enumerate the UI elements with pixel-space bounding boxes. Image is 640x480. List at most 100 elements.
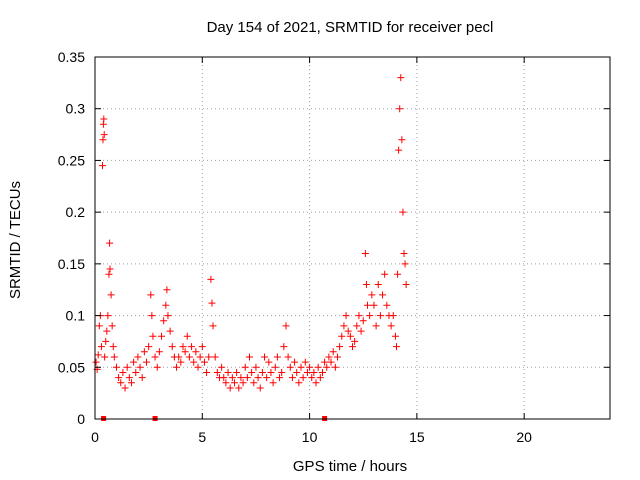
data-point: [203, 368, 211, 376]
plot-frame: [94, 56, 611, 420]
data-point: [246, 353, 253, 361]
data-point: [301, 358, 309, 366]
data-point: [94, 351, 102, 359]
data-point: [237, 374, 245, 382]
data-point: [333, 353, 341, 361]
data-point: [103, 327, 111, 335]
data-point: [282, 322, 290, 330]
x-tick-label: 5: [198, 429, 206, 445]
axis-tick-labels: 0 5 10 15 20 0 0.05 0.1 0.15 0.2 0.25 0.3 0.35: [58, 49, 532, 445]
data-point: [158, 332, 166, 340]
data-point: [261, 353, 269, 361]
data-point: [351, 337, 359, 345]
data-point: [213, 368, 221, 376]
data-point: [101, 353, 109, 361]
data-point: [145, 343, 153, 351]
data-point: [175, 353, 183, 361]
data-point: [250, 379, 258, 387]
data-point: [149, 332, 157, 340]
data-point: [366, 312, 374, 320]
y-tick-label: 0.25: [58, 152, 85, 168]
y-tick-label: 0.3: [66, 101, 86, 117]
data-point: [123, 363, 131, 371]
data-point: [153, 363, 161, 371]
data-point: [346, 332, 354, 340]
chart-title: Day 154 of 2021, SRMTID for receiver pec…: [207, 19, 494, 36]
data-point: [396, 105, 404, 113]
data-point: [205, 353, 213, 361]
data-point: [166, 327, 174, 335]
data-point: [312, 379, 320, 387]
data-point: [107, 291, 115, 299]
data-point: [308, 374, 316, 382]
data-point: [379, 291, 387, 299]
data-point: [208, 299, 216, 307]
data-point: [188, 343, 196, 351]
y-tick-label: 0.1: [66, 308, 86, 324]
data-point: [325, 353, 333, 361]
y-tick-label: 0.35: [58, 49, 85, 65]
data-point: [192, 348, 200, 356]
data-point: [349, 343, 356, 351]
data-point: [316, 374, 324, 382]
grid: [95, 57, 610, 419]
data-point: [340, 322, 348, 330]
data-point: [239, 379, 247, 387]
data-point: [295, 379, 303, 387]
data-point: [164, 312, 172, 320]
data-point: [372, 322, 380, 330]
data-point: [179, 343, 187, 351]
data-point: [258, 368, 266, 376]
data-point: [286, 363, 294, 371]
data-point: [92, 358, 100, 366]
data-point: [284, 353, 292, 361]
data-point: [331, 363, 339, 371]
data-point: [269, 379, 277, 387]
data-point: [220, 374, 228, 382]
data-point: [248, 368, 256, 376]
data-point: [288, 374, 296, 382]
data-point: [391, 332, 399, 340]
data-point: [318, 368, 326, 376]
data-point: [200, 358, 208, 366]
data-point: [395, 146, 403, 154]
data-point: [190, 358, 198, 366]
axis-ticks: [94, 56, 610, 420]
data-point: [362, 281, 370, 289]
data-point: [125, 374, 133, 382]
data-point: [263, 374, 271, 382]
data-point: [400, 250, 408, 258]
data-point: [310, 368, 318, 376]
data-point: [374, 281, 382, 289]
data-point: [361, 250, 369, 258]
data-point: [265, 358, 273, 366]
data-point: [160, 317, 168, 325]
data-point: [252, 363, 260, 371]
data-point: [109, 343, 117, 351]
y-tick-label: 0.15: [58, 256, 85, 272]
data-point: [99, 136, 107, 144]
data-point: [306, 363, 314, 371]
data-point: [323, 363, 331, 371]
data-point: [99, 162, 107, 170]
data-point: [222, 379, 230, 387]
data-point: [256, 384, 264, 392]
data-point: [394, 270, 402, 278]
data-point: [112, 363, 120, 371]
data-point: [230, 379, 238, 387]
data-point: [121, 384, 129, 392]
x-tick-label: 15: [409, 429, 425, 445]
data-point: [211, 353, 219, 361]
data-point: [209, 322, 217, 330]
data-point: [376, 312, 384, 320]
x-tick-label: 10: [302, 429, 318, 445]
data-point: [127, 379, 135, 387]
data-point: [194, 363, 202, 371]
data-point: [110, 353, 118, 361]
data-point: [100, 131, 108, 139]
data-point: [299, 374, 307, 382]
data-point: [226, 384, 234, 392]
data-point: [228, 374, 236, 382]
y-tick-label: 0.05: [58, 359, 85, 375]
